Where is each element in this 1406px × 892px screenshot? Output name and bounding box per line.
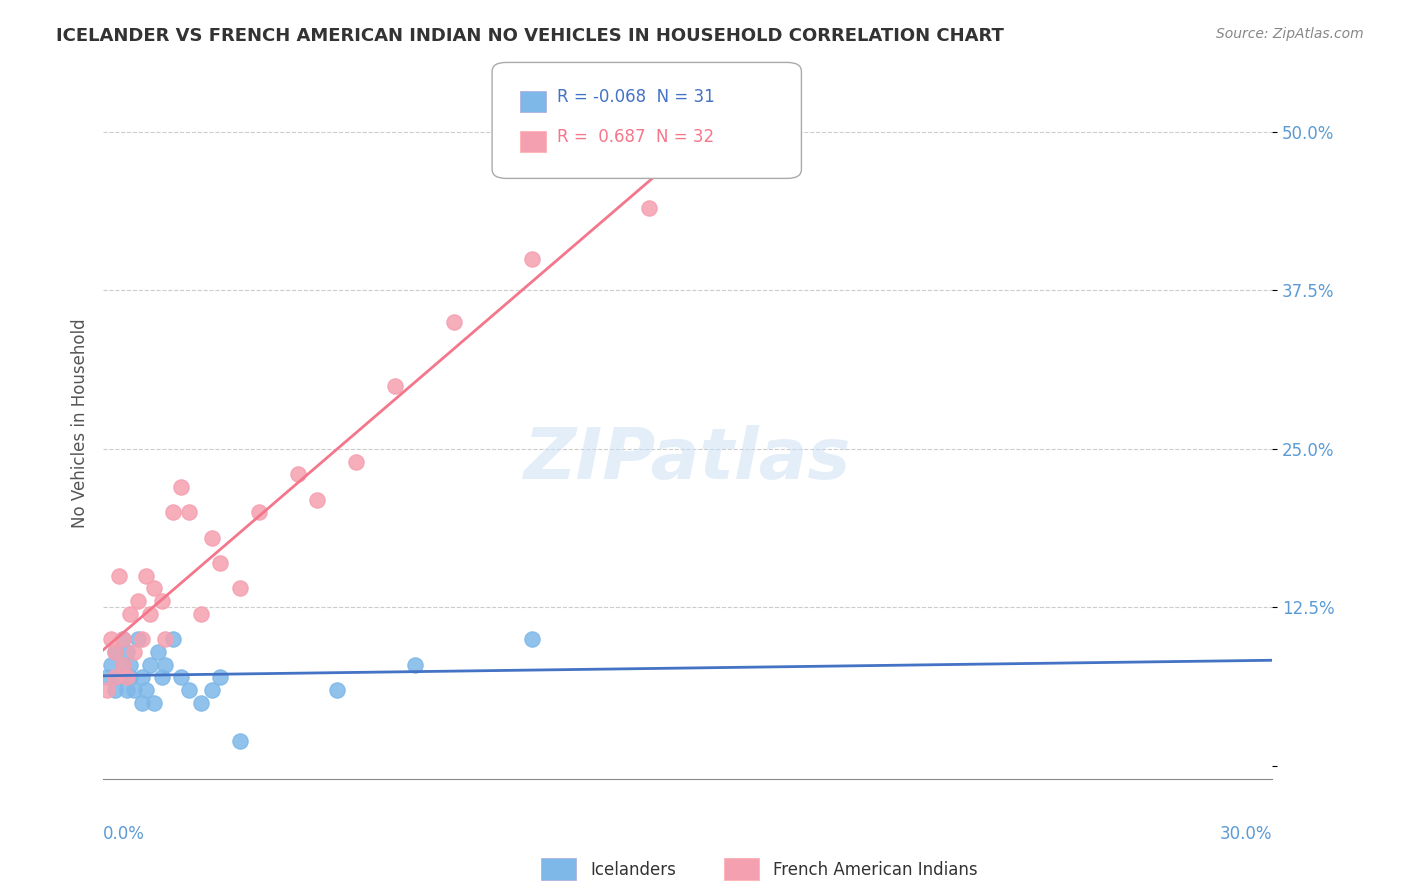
Point [287, 467, 309, 482]
Point [100, 632, 122, 647]
Text: Icelanders: Icelanders [591, 861, 676, 879]
Text: R = -0.068  N = 31: R = -0.068 N = 31 [557, 88, 714, 106]
Point [177, 505, 200, 519]
Point [404, 657, 426, 672]
Point [104, 645, 127, 659]
Point [637, 201, 659, 215]
Point [96, 682, 118, 697]
Point [170, 670, 193, 684]
Text: R =  0.687  N = 32: R = 0.687 N = 32 [557, 128, 714, 146]
Point [139, 657, 162, 672]
Point [177, 682, 200, 697]
Point [346, 455, 368, 469]
Point [150, 670, 173, 684]
Point [384, 378, 406, 392]
Text: ZIPatlas: ZIPatlas [524, 425, 852, 493]
Point [142, 582, 165, 596]
Point [107, 568, 129, 582]
Point [104, 645, 127, 659]
Point [209, 556, 232, 570]
Point [111, 657, 134, 672]
Point [520, 632, 543, 647]
Point [124, 645, 146, 659]
Point [228, 582, 250, 596]
Point [111, 632, 134, 647]
Point [127, 632, 149, 647]
Point [104, 670, 127, 684]
Text: 30.0%: 30.0% [1220, 825, 1272, 843]
Point [107, 670, 129, 684]
Point [127, 594, 149, 608]
Point [115, 645, 138, 659]
Point [155, 632, 177, 647]
Point [124, 682, 146, 697]
Text: ICELANDER VS FRENCH AMERICAN INDIAN NO VEHICLES IN HOUSEHOLD CORRELATION CHART: ICELANDER VS FRENCH AMERICAN INDIAN NO V… [56, 27, 1004, 45]
Point [190, 696, 212, 710]
Text: 0.0%: 0.0% [103, 825, 145, 843]
Point [100, 657, 122, 672]
Point [326, 682, 349, 697]
Point [162, 505, 184, 519]
Point [115, 682, 138, 697]
Point [146, 645, 169, 659]
Text: French American Indians: French American Indians [773, 861, 979, 879]
Point [150, 594, 173, 608]
Point [190, 607, 212, 621]
Point [96, 670, 118, 684]
Point [120, 607, 142, 621]
Point [247, 505, 270, 519]
Point [162, 632, 184, 647]
Point [209, 670, 232, 684]
Y-axis label: No Vehicles in Household: No Vehicles in Household [72, 318, 89, 528]
Point [135, 682, 157, 697]
Point [131, 670, 153, 684]
Point [135, 568, 157, 582]
Point [520, 252, 543, 266]
Point [111, 657, 134, 672]
Point [115, 670, 138, 684]
Point [155, 657, 177, 672]
Point [139, 607, 162, 621]
Point [201, 531, 224, 545]
Point [131, 632, 153, 647]
Point [120, 657, 142, 672]
Point [443, 315, 465, 329]
Point [131, 696, 153, 710]
Point [104, 682, 127, 697]
Point [201, 682, 224, 697]
Text: Source: ZipAtlas.com: Source: ZipAtlas.com [1216, 27, 1364, 41]
Point [170, 480, 193, 494]
Point [142, 696, 165, 710]
Point [111, 632, 134, 647]
Point [120, 670, 142, 684]
Point [228, 733, 250, 747]
Point [307, 492, 329, 507]
